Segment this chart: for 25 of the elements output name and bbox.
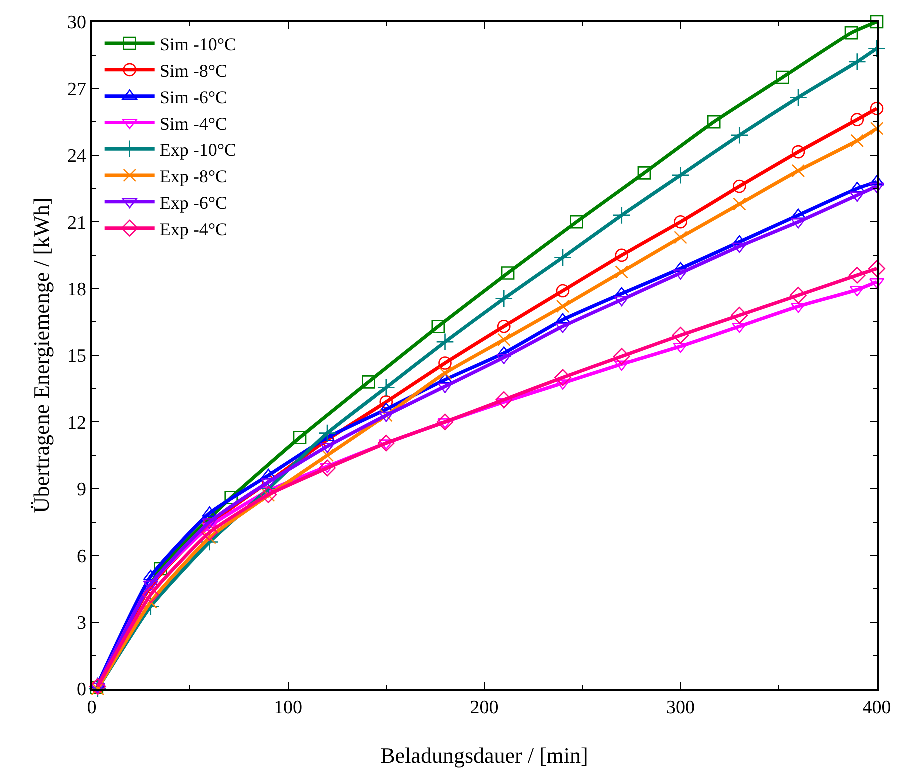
x-tick-label: 400 xyxy=(862,698,892,719)
legend-label: Sim -8°C xyxy=(160,60,228,81)
y-tick-label: 24 xyxy=(67,146,87,168)
y-tick-label: 27 xyxy=(67,79,86,100)
y-tick-label: 30 xyxy=(67,12,86,34)
y-tick-label: 6 xyxy=(76,546,86,568)
y-tick-label: 12 xyxy=(67,412,86,434)
legend-label: Sim -10°C xyxy=(160,34,237,55)
y-axis-title: Übertragene Energiemenge / [kWh] xyxy=(28,198,54,514)
legend-label: Exp -8°C xyxy=(160,166,228,187)
legend-label: Exp -6°C xyxy=(160,192,228,213)
y-tick-label: 18 xyxy=(67,279,86,300)
x-tick-label: 200 xyxy=(470,698,499,719)
y-tick-label: 3 xyxy=(76,612,86,634)
y-tick-label: 15 xyxy=(67,346,86,368)
legend-label: Exp -10°C xyxy=(160,140,237,160)
y-tick-label: 0 xyxy=(76,680,86,701)
legend-label: Exp -4°C xyxy=(160,219,228,240)
x-tick-label: 300 xyxy=(666,698,695,719)
y-tick-label: 9 xyxy=(76,480,86,501)
x-axis-title: Beladungsdauer / [min] xyxy=(380,742,588,768)
x-tick-label: 100 xyxy=(274,698,302,719)
legend-label: Sim -4°C xyxy=(160,114,228,134)
y-tick-label: 21 xyxy=(67,212,86,234)
legend-label: Sim -6°C xyxy=(160,87,228,108)
